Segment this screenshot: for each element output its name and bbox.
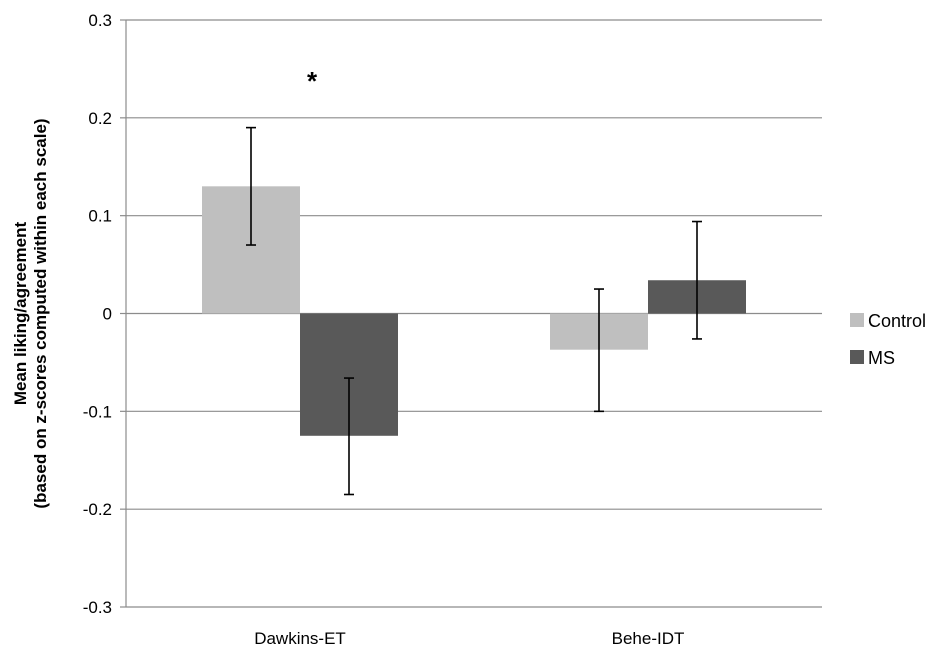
legend-swatch: [850, 350, 864, 364]
error-bar-ms-dawkins-et: [344, 377, 354, 496]
y-axis-label: Mean liking/agreement (based on z-scores …: [11, 118, 50, 508]
legend: Control MS: [850, 311, 926, 368]
error-bar-control-behe-idt: [594, 288, 604, 413]
y-tick-label: -0.3: [83, 598, 112, 617]
y-tick-label: 0: [103, 305, 112, 324]
y-axis: [120, 19, 127, 608]
y-tick-label: 0.1: [88, 207, 112, 226]
x-category-label: Dawkins-ET: [254, 629, 346, 648]
x-category-label: Behe-IDT: [612, 629, 685, 648]
bars: [202, 186, 746, 436]
error-bar-control-dawkins-et: [246, 126, 256, 246]
legend-swatch: [850, 313, 864, 327]
y-tick-label: -0.2: [83, 500, 112, 519]
labels: -0.3 -0.2 -0.1 0 0.1 0.2 0.3 Dawkins-ET Behe-IDT…: [11, 11, 684, 648]
error-bar-ms-behe-idt: [692, 220, 702, 340]
y-tick-label: -0.1: [83, 402, 112, 421]
y-tick-label: 0.3: [88, 11, 112, 30]
legend-label: MS: [868, 348, 895, 368]
significance-marker: *: [307, 66, 318, 96]
error-bars: [246, 126, 702, 496]
y-tick-label: 0.2: [88, 109, 112, 128]
legend-label: Control: [868, 311, 926, 331]
legend-item-ms: MS: [850, 348, 895, 368]
y-axis-label-line: Mean liking/agreement: [11, 222, 30, 406]
legend-item-control: Control: [850, 311, 926, 331]
y-axis-label-line: (based on z-scores computed within each …: [31, 118, 50, 508]
